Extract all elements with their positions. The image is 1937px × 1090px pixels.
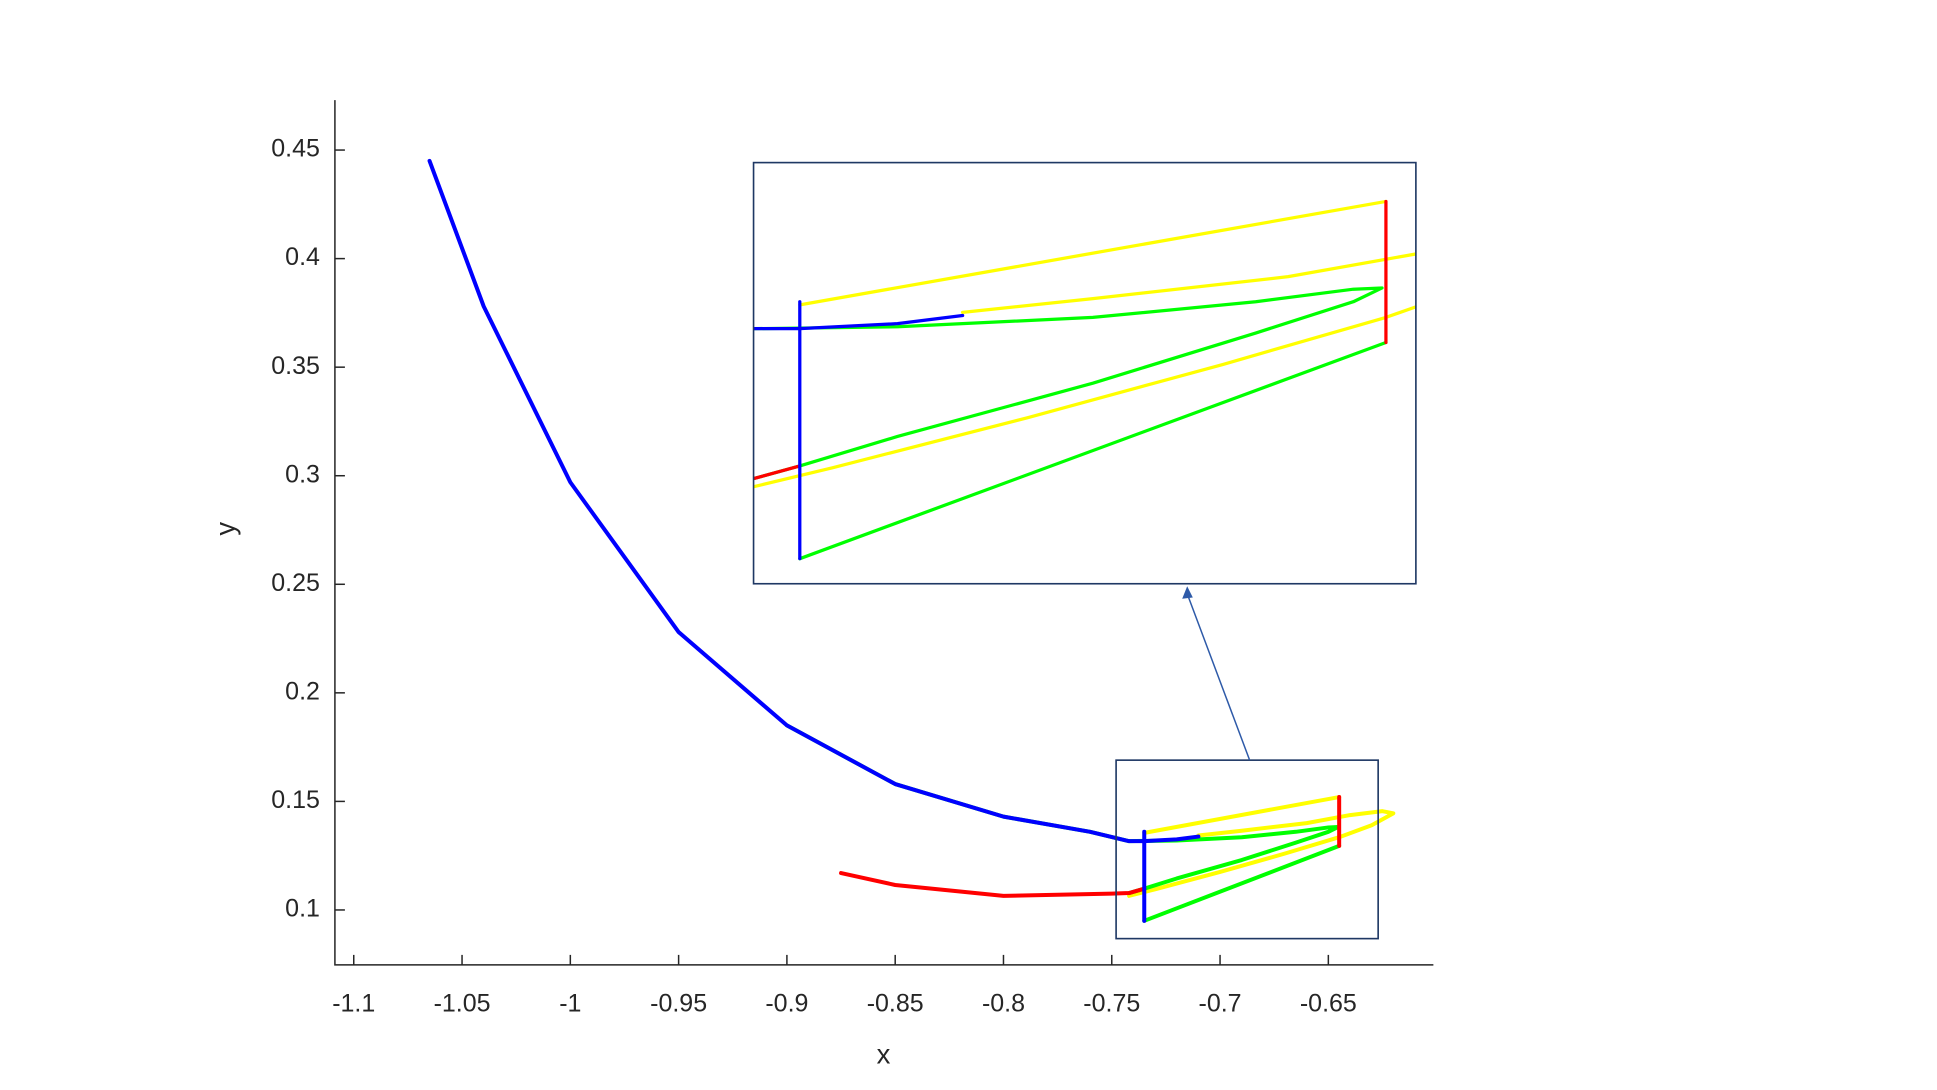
curve xyxy=(753,464,802,481)
y-tick-label: 0.35 xyxy=(271,352,320,380)
y-axis-label: y xyxy=(210,522,241,536)
axis-lines xyxy=(334,100,1434,966)
curve xyxy=(1127,809,1396,898)
inset-plot xyxy=(753,199,1416,561)
zoom-arrow xyxy=(1186,593,1251,761)
curve xyxy=(784,723,1340,896)
y-tick-label: 0.1 xyxy=(285,895,320,923)
x-tick-label: -0.8 xyxy=(982,989,1025,1017)
curve xyxy=(753,286,1384,481)
y-tick-label: 0.3 xyxy=(285,460,320,488)
x-tick-label: -1.1 xyxy=(332,989,375,1017)
curve xyxy=(798,199,1388,307)
y-tick-label: 0.2 xyxy=(285,677,320,705)
x-tick-label: -0.95 xyxy=(650,989,707,1017)
curve xyxy=(427,158,1201,844)
x-tick-label: -0.75 xyxy=(1083,989,1140,1017)
y-tick-label: 0.4 xyxy=(285,243,320,271)
zoom-box xyxy=(1115,759,1379,940)
y-tick-label: 0.15 xyxy=(271,786,320,814)
inset-frame xyxy=(752,161,1417,585)
x-tick-label: -0.7 xyxy=(1199,989,1242,1017)
y-tick-label: 0.25 xyxy=(271,569,320,597)
curve xyxy=(1142,843,1342,923)
curve xyxy=(798,340,1388,561)
x-tick-label: -1.05 xyxy=(434,989,491,1017)
x-tick-label: -0.9 xyxy=(765,989,808,1017)
curve xyxy=(1142,795,1342,835)
curve xyxy=(753,313,965,331)
curve xyxy=(753,252,1416,489)
x-axis-label: x xyxy=(877,1038,891,1069)
x-tick-label: -1 xyxy=(559,989,581,1017)
x-tick-label: -0.65 xyxy=(1300,989,1357,1017)
y-tick-label: 0.45 xyxy=(271,135,320,163)
inset-background xyxy=(753,162,1416,584)
curve xyxy=(839,871,1147,898)
x-tick-label: -0.85 xyxy=(867,989,924,1017)
plot-area xyxy=(427,158,1396,923)
zoom-arrow-head xyxy=(1182,586,1193,599)
